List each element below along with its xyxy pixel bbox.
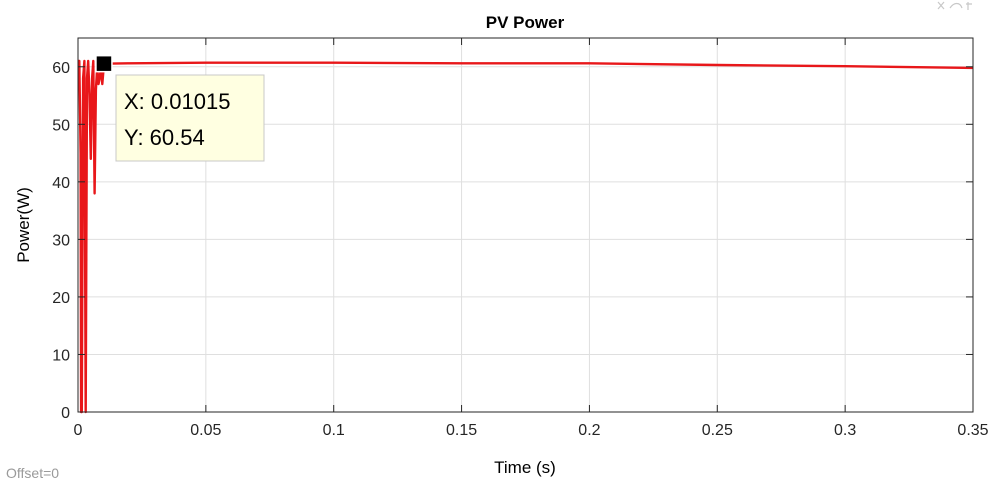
x-tick-label: 0 [74, 422, 83, 439]
x-tick-label: 0.2 [578, 422, 600, 439]
series-layer [78, 59, 974, 414]
offset-label: Offset=0 [6, 465, 59, 481]
x-tick-label: 0.25 [702, 422, 733, 439]
y-tick-label: 30 [52, 232, 70, 249]
x-tick-label: 0.3 [834, 422, 856, 439]
y-tick-label: 20 [52, 290, 70, 307]
datatip-marker[interactable] [95, 54, 113, 73]
y-tick-label: 10 [52, 347, 70, 364]
tick-layer: 0 0.05 0.1 0.15 0.2 0.25 0.3 0.35 0 10 20 30 40 50 60 [52, 38, 989, 439]
datatip-y-label: Y: 60.54 [124, 125, 205, 150]
y-axis-label: Power(W) [14, 187, 33, 263]
x-tick-label: 0.35 [957, 422, 988, 439]
datatip-box [115, 74, 265, 162]
plot-frame [77, 37, 974, 413]
y-tick-label: 0 [61, 405, 70, 422]
chart-title: PV Power [486, 13, 565, 32]
x-tick-label: 0.05 [190, 422, 221, 439]
datatip-x-label: X: 0.01015 [124, 89, 230, 114]
y-tick-label: 50 [52, 117, 70, 134]
y-tick-label: 60 [52, 60, 70, 77]
x-tick-label: 0.1 [323, 422, 345, 439]
x-tick-label: 0.15 [446, 422, 477, 439]
series-line [78, 59, 974, 414]
x-axis-label: Time (s) [494, 458, 556, 477]
y-tick-label: 40 [52, 175, 70, 192]
corner-artifact-icon [937, 1, 972, 10]
datatip[interactable]: X: 0.01015 Y: 60.54 [95, 54, 265, 162]
